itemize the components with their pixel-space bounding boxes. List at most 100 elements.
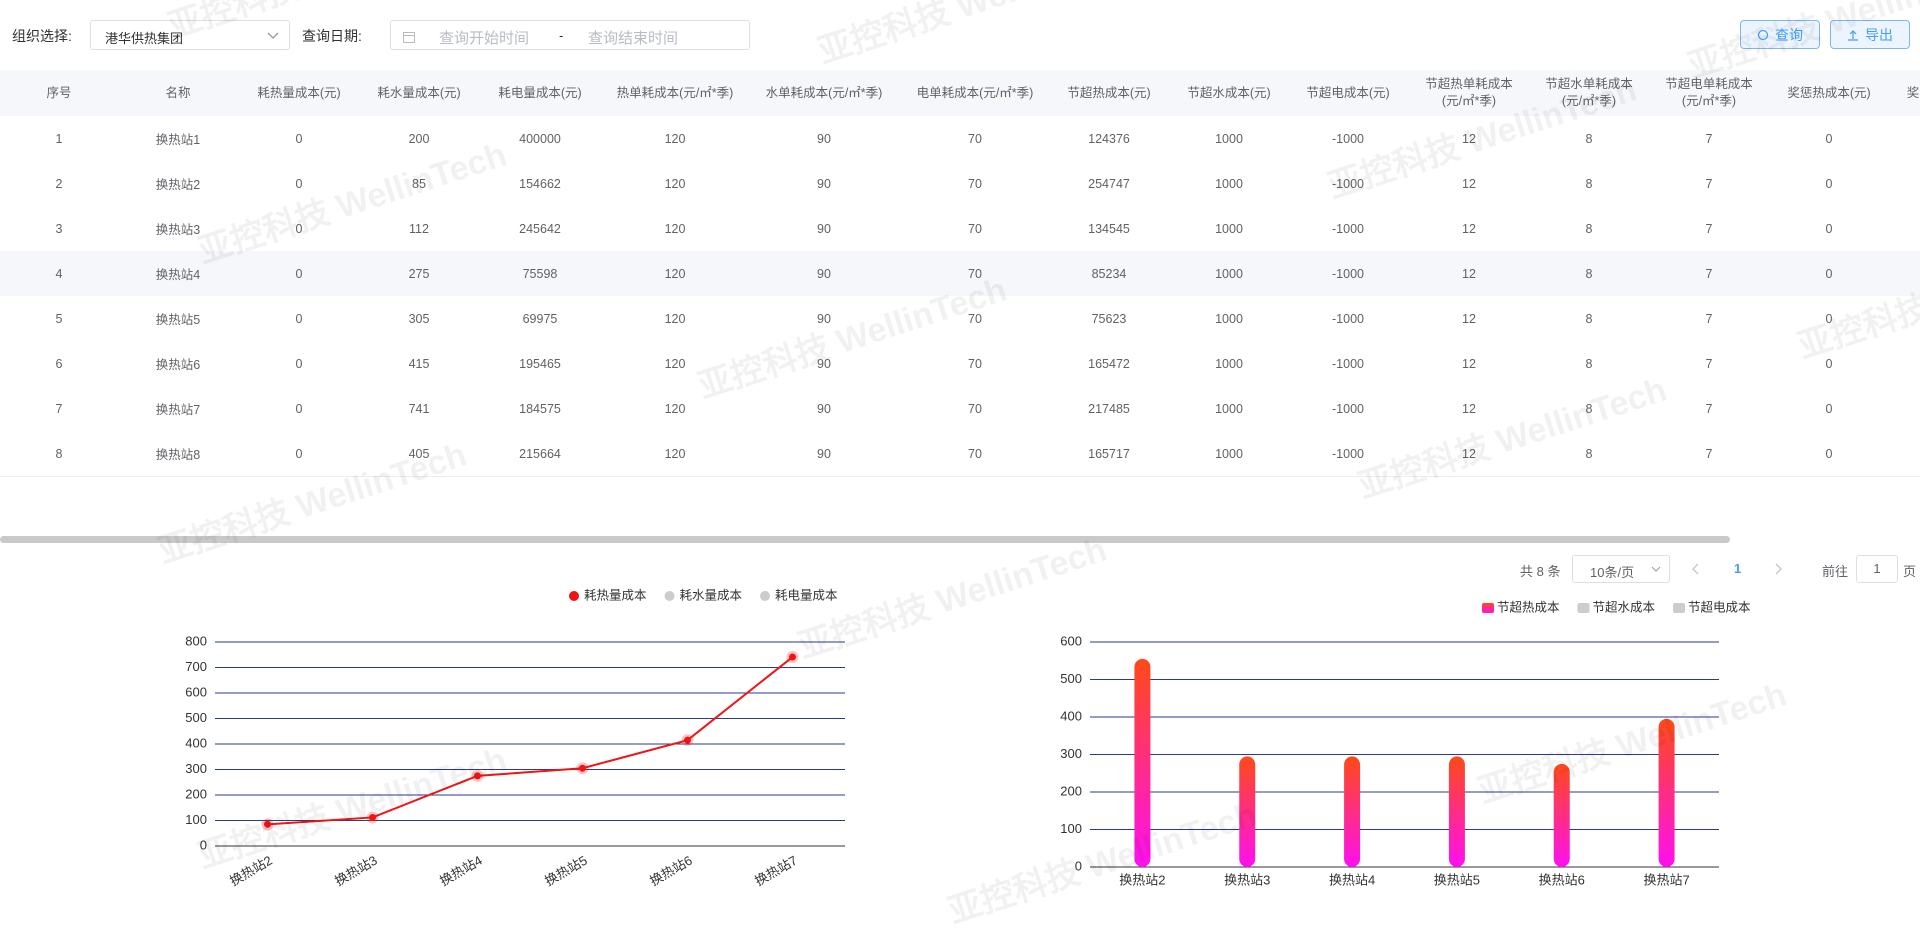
table-cell: 154662	[519, 176, 561, 191]
bar	[1134, 658, 1151, 867]
x-tick-label: 换热站5	[1434, 872, 1480, 887]
table-cell: -1000	[1332, 401, 1364, 416]
table-cell: 245642	[519, 221, 561, 236]
prev-page[interactable]	[1690, 563, 1702, 575]
table-cell: 70	[968, 266, 982, 281]
legend-label[interactable]: 节超水成本	[1593, 599, 1656, 614]
export-icon	[1848, 29, 1858, 41]
table-cell: 0	[295, 401, 303, 416]
table-row[interactable]: 3 换热站3 0 112 245642 120 90 70 134545 1000 -1000 12 8…	[0, 206, 1920, 252]
bar	[1658, 718, 1675, 867]
legend-label[interactable]: 耗电量成本	[775, 588, 838, 602]
x-tick-label: 换热站4	[437, 853, 485, 889]
table-cell: 0	[1825, 131, 1833, 146]
table-cell: 184575	[519, 401, 561, 416]
chevron	[1651, 566, 1661, 572]
table-cell: -1000	[1332, 221, 1364, 236]
table-cell: 换热站4	[155, 268, 201, 282]
table-cell: 1000	[1215, 401, 1243, 416]
header-cell: 节超电成本(元)	[1306, 85, 1390, 100]
bar	[1553, 763, 1570, 867]
table-cell: 1000	[1215, 356, 1243, 371]
calendar-icon	[403, 32, 415, 43]
org-select[interactable]: 港华供热集团	[90, 20, 290, 50]
table-cell: 7	[1705, 401, 1713, 416]
y-tick-label: 0	[200, 837, 207, 852]
legend-label[interactable]: 节超热成本	[1497, 599, 1560, 614]
table-cell: 70	[968, 131, 982, 146]
point	[789, 653, 796, 661]
date-range[interactable]: 查询开始时间 - 查询结束时间	[390, 20, 750, 50]
table-cell: 8	[1585, 311, 1593, 326]
export-button[interactable]: 导出	[1830, 20, 1910, 49]
x-tick-label: 换热站7	[752, 853, 800, 889]
data-table: 序号 名称 耗热量成本(元) 耗水量成本(元) 耗电量成本(元) 热单耗成本(元/㎡*季)…	[0, 70, 1920, 477]
start-placeholder: 查询开始时间	[439, 30, 530, 47]
header-cell: 奖	[1906, 85, 1920, 100]
header-cell: 序号	[46, 85, 72, 100]
legend-label[interactable]: 耗热量成本	[584, 588, 647, 602]
x-tick-label: 换热站7	[1643, 872, 1689, 887]
separator: -	[559, 28, 564, 43]
table-row[interactable]: 4 换热站4 0 275 75598 120 90 70 85234 1000 -1000 12 8 7 0	[0, 251, 1920, 297]
goto-input[interactable]: 1	[1856, 555, 1898, 583]
point	[474, 772, 481, 780]
y-tick-label: 0	[1075, 858, 1082, 873]
table-row[interactable]: 5 换热站5 0 305 69975 120 90 70 75623 1000 -1000 12 8 7 0	[0, 296, 1920, 342]
table-cell: 7	[55, 401, 63, 416]
search-button[interactable]: 查询	[1740, 20, 1820, 49]
table-cell: 8	[1585, 266, 1593, 281]
table-cell: 8	[1585, 221, 1593, 236]
table-cell: 7	[1705, 446, 1713, 461]
table-cell: 305	[408, 311, 430, 326]
search-text: 查询	[1775, 26, 1803, 43]
table-cell: 0	[1825, 176, 1833, 191]
table-cell: 405	[408, 446, 430, 461]
header-row: 序号 名称 耗热量成本(元) 耗水量成本(元) 耗电量成本(元) 热单耗成本(元/㎡*季)…	[0, 70, 1920, 117]
table-cell: 120	[664, 401, 686, 416]
table-cell: 275	[408, 266, 430, 281]
table-cell: -1000	[1332, 356, 1364, 371]
table-cell: 8	[1585, 131, 1593, 146]
header-cell: 节超热成本(元)	[1067, 85, 1151, 100]
goto-label: 前往	[1822, 564, 1849, 579]
table-cell: 0	[295, 356, 303, 371]
table-cell: 85	[412, 176, 426, 191]
table-cell: 4	[55, 266, 63, 281]
table-cell: 7	[1705, 221, 1713, 236]
table-cell: 120	[664, 131, 686, 146]
bar	[1239, 756, 1256, 867]
bar	[1448, 756, 1465, 867]
table-cell: 217485	[1088, 401, 1130, 416]
table-row[interactable]: 1 换热站1 0 200 400000 120 90 70 124376 1000 -1000 12 8…	[0, 116, 1920, 162]
x-tick-label: 换热站4	[1329, 872, 1375, 887]
table-cell: 1000	[1215, 176, 1243, 191]
table-cell: 254747	[1088, 176, 1130, 191]
table-cell: 8	[1585, 446, 1593, 461]
table-cell: 90	[817, 356, 831, 371]
table-cell: 120	[664, 446, 686, 461]
table-cell: 70	[968, 311, 982, 326]
table-cell: 12	[1462, 311, 1476, 326]
table-cell: 0	[295, 176, 303, 191]
table-cell: 1000	[1215, 266, 1243, 281]
header-cell: 热单耗成本(元/㎡*季)	[616, 85, 734, 100]
y-tick-label: 200	[185, 786, 207, 801]
table-row[interactable]: 8 换热站8 0 405 215664 120 90 70 165717 1000 -1000 12 8…	[0, 431, 1920, 477]
h-scrollbar[interactable]	[0, 536, 1730, 543]
table-cell: 8	[1585, 176, 1593, 191]
table-cell: 6	[55, 356, 63, 371]
next-page[interactable]	[1772, 563, 1784, 575]
org-value: 港华供热集团	[105, 31, 184, 46]
current-page[interactable]: 1	[1734, 561, 1742, 576]
table-cell: 70	[968, 401, 982, 416]
table-cell: 7	[1705, 176, 1713, 191]
legend-icon	[760, 591, 771, 601]
legend-label[interactable]: 耗水量成本	[680, 588, 743, 602]
table-cell: 120	[664, 311, 686, 326]
page-size-select[interactable]: 10条/页	[1572, 555, 1670, 583]
table-row[interactable]: 2 换热站2 0 85 154662 120 90 70 254747 1000 -1000 12 8 7…	[0, 161, 1920, 207]
table-cell: 90	[817, 446, 831, 461]
legend-label[interactable]: 节超电成本	[1688, 599, 1751, 614]
